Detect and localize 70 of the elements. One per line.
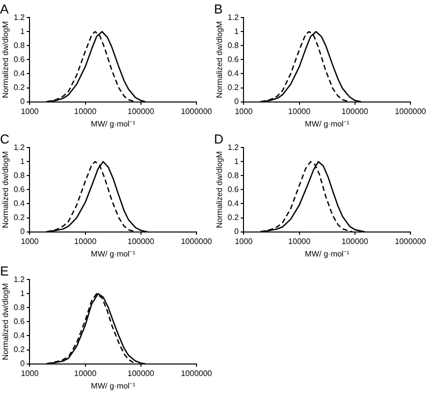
x-tick-label: 10000 bbox=[288, 106, 311, 116]
x-tick-label: 100000 bbox=[128, 236, 155, 246]
x-tick-label: 100000 bbox=[128, 106, 155, 116]
y-tick-label: 1.2 bbox=[14, 274, 26, 284]
x-tick-label: 100000 bbox=[128, 368, 155, 378]
y-axis-title: Normalized dw/dlogM bbox=[215, 150, 224, 228]
y-tick-label: 0.8 bbox=[228, 40, 240, 50]
x-axis-title: MW/ g·mol⁻¹ bbox=[304, 119, 350, 128]
y-tick-label: 0.2 bbox=[228, 82, 240, 92]
y-axis-title: Normalized dw/dlogM bbox=[1, 150, 10, 228]
y-tick-label: 0.8 bbox=[14, 170, 26, 180]
y-axis-title: Normalized dw/dlogM bbox=[215, 20, 224, 98]
x-tick-label: 10000 bbox=[74, 106, 97, 116]
x-tick-label: 1000000 bbox=[180, 106, 213, 116]
x-tick-label: 10000 bbox=[74, 236, 97, 246]
x-tick-label: 10000 bbox=[288, 236, 311, 246]
x-tick-label: 1000 bbox=[234, 236, 254, 246]
chart-title: D bbox=[214, 131, 224, 146]
y-tick-label: 1 bbox=[20, 156, 26, 166]
x-tick-label: 1000000 bbox=[394, 106, 427, 116]
x-tick-label: 1000000 bbox=[180, 368, 213, 378]
chart-title: C bbox=[0, 131, 10, 146]
y-tick-label: 1 bbox=[234, 26, 240, 36]
x-tick-label: 1000 bbox=[234, 106, 254, 116]
y-axis-title: Normalized dw/dlogM bbox=[1, 282, 10, 360]
x-axis-title: MW/ g·mol⁻¹ bbox=[90, 119, 136, 128]
chart-title: A bbox=[0, 1, 9, 16]
x-tick-label: 1000000 bbox=[180, 236, 213, 246]
x-axis-title: MW/ g·mol⁻¹ bbox=[304, 249, 350, 258]
x-tick-label: 1000 bbox=[20, 236, 40, 246]
x-axis-title: MW/ g·mol⁻¹ bbox=[90, 381, 136, 390]
y-tick-label: 1 bbox=[20, 26, 26, 36]
chart-title: E bbox=[0, 263, 9, 278]
y-tick-label: 1.2 bbox=[14, 142, 26, 152]
y-tick-label: 0.6 bbox=[14, 316, 26, 326]
y-tick-label: 0.6 bbox=[228, 54, 240, 64]
y-tick-label: 0.4 bbox=[14, 330, 26, 340]
x-tick-label: 1000 bbox=[20, 106, 40, 116]
y-tick-label: 0.6 bbox=[14, 54, 26, 64]
x-tick-label: 1000 bbox=[20, 368, 40, 378]
y-tick-label: 1.2 bbox=[14, 12, 26, 22]
y-tick-label: 0.6 bbox=[228, 184, 240, 194]
y-tick-label: 1.2 bbox=[228, 142, 240, 152]
y-tick-label: 0.2 bbox=[14, 212, 26, 222]
y-tick-label: 0.8 bbox=[14, 40, 26, 50]
y-tick-label: 1 bbox=[234, 156, 240, 166]
y-tick-label: 0.2 bbox=[14, 344, 26, 354]
y-tick-label: 0.4 bbox=[14, 68, 26, 78]
y-tick-label: 0.4 bbox=[228, 198, 240, 208]
y-axis-title: Normalized dw/dlogM bbox=[1, 20, 10, 98]
x-tick-label: 1000000 bbox=[394, 236, 427, 246]
x-tick-label: 100000 bbox=[342, 106, 369, 116]
y-tick-label: 0.2 bbox=[228, 212, 240, 222]
y-tick-label: 0 bbox=[234, 97, 240, 106]
y-tick-label: 0 bbox=[234, 227, 240, 236]
y-tick-label: 0.4 bbox=[14, 198, 26, 208]
y-tick-label: 0.8 bbox=[228, 170, 240, 180]
chart-title: B bbox=[214, 1, 223, 16]
y-tick-label: 0.4 bbox=[228, 68, 240, 78]
y-tick-label: 0.2 bbox=[14, 82, 26, 92]
y-tick-label: 1.2 bbox=[228, 12, 240, 22]
y-tick-label: 1 bbox=[20, 288, 26, 298]
y-tick-label: 0 bbox=[20, 227, 26, 236]
y-tick-label: 0 bbox=[20, 97, 26, 106]
x-tick-label: 100000 bbox=[342, 236, 369, 246]
x-axis-title: MW/ g·mol⁻¹ bbox=[90, 249, 136, 258]
y-tick-label: 0.8 bbox=[14, 302, 26, 312]
y-tick-label: 0 bbox=[20, 359, 26, 368]
y-tick-label: 0.6 bbox=[14, 184, 26, 194]
x-tick-label: 10000 bbox=[74, 368, 97, 378]
